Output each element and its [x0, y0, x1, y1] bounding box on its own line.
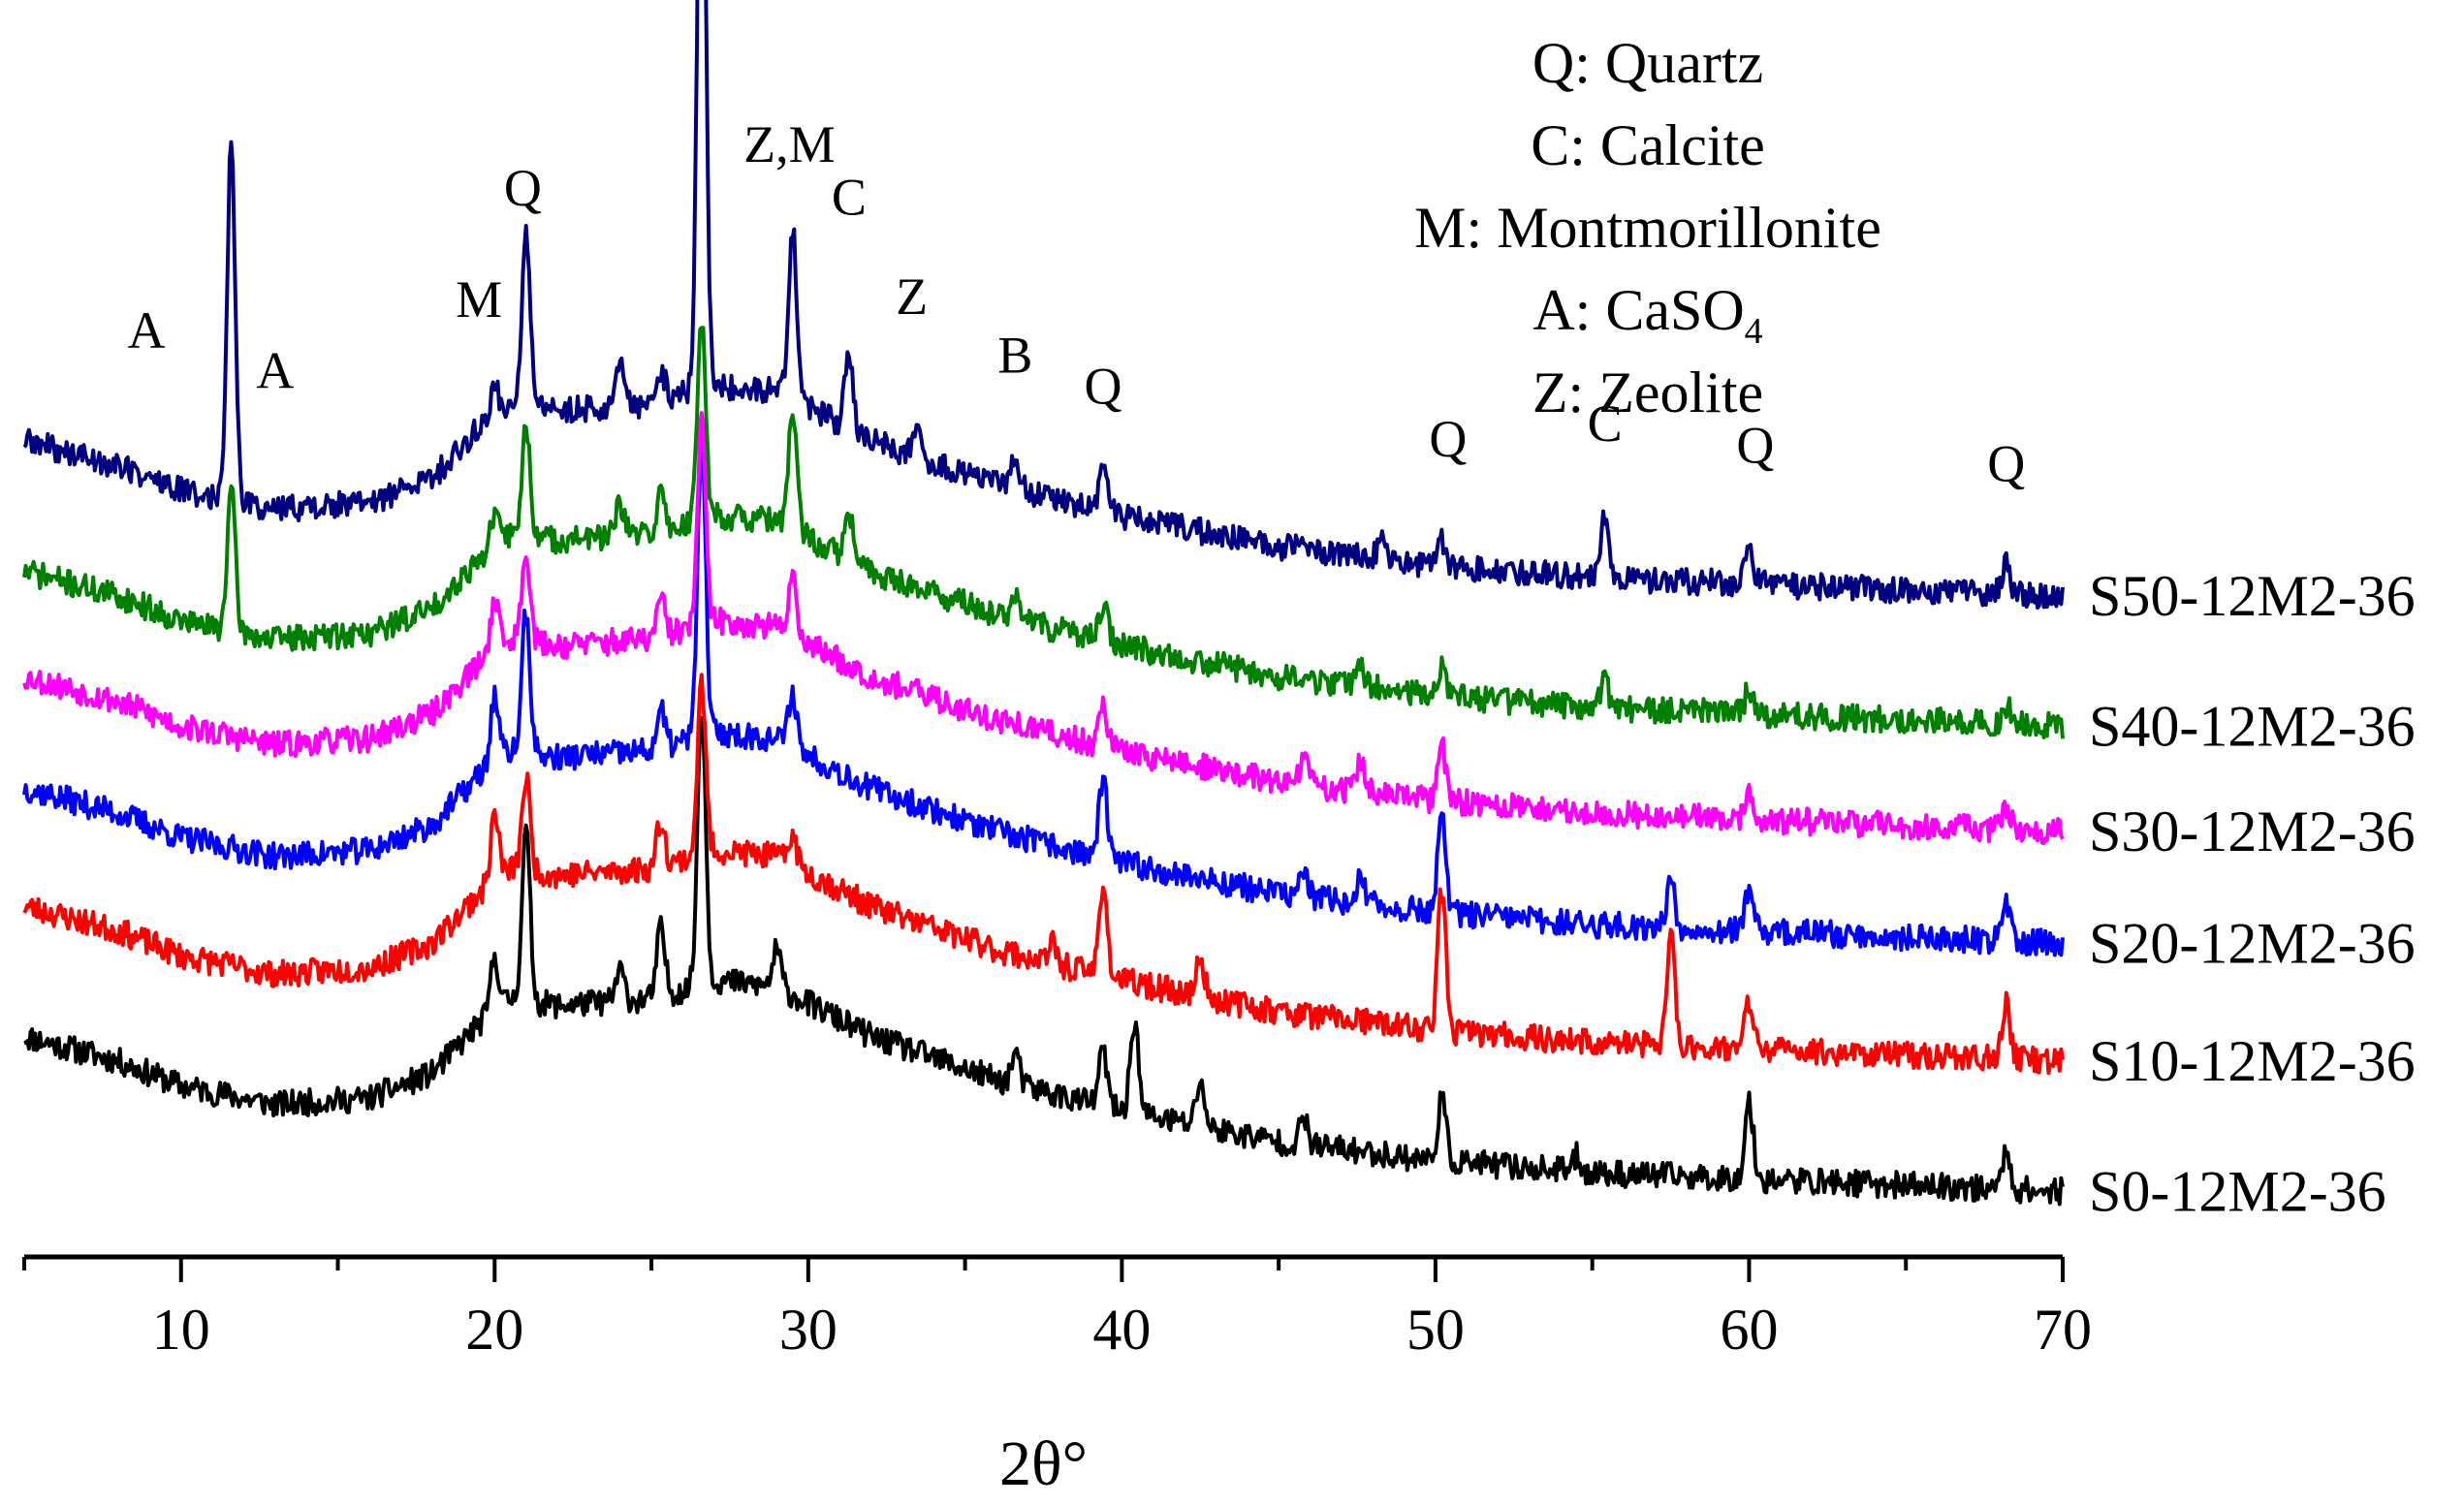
legend-spacer: [1591, 278, 1605, 342]
series-line-s50-12m2-36: [22, 0, 2065, 611]
legend-mineral-name: CaSO: [1605, 278, 1744, 342]
x-axis-ticks: 10 20 30 40 50 60 70: [22, 1257, 2092, 1362]
x-axis-title: 2θ°: [999, 1428, 1088, 1499]
series-line-s30-12m2-36: [22, 411, 2065, 845]
peak-annotation: M: [456, 270, 502, 329]
series-label: S30-12M2-36: [2089, 800, 2416, 863]
peak-annotation: Q: [1084, 358, 1121, 416]
peak-annotation: Q: [1736, 416, 1774, 474]
x-tick-label: 10: [152, 1298, 210, 1362]
series-line-s0-12m2-36: [23, 715, 2065, 1207]
legend-spacer: [1586, 113, 1600, 177]
x-tick-label: 70: [2034, 1298, 2092, 1362]
series-label-layer: S0-12M2-36 S10-12M2-36 S20-12M2-36 S30-12M2…: [2089, 564, 2416, 1223]
series-label: S10-12M2-36: [2089, 1029, 2416, 1093]
series-label: S20-12M2-36: [2089, 911, 2416, 975]
legend-symbol: C:: [1531, 113, 1586, 177]
x-tick-label: 60: [1720, 1298, 1778, 1362]
series-label: S50-12M2-36: [2089, 564, 2416, 628]
legend-symbol: Q:: [1532, 31, 1591, 95]
legend-symbol: Z:: [1532, 361, 1584, 424]
peak-annotation: A: [128, 301, 166, 360]
series-line-s40-12m2-36: [22, 326, 2065, 739]
x-tick-label: 30: [779, 1298, 837, 1362]
x-axis: 10 20 30 40 50 60 70 2θ°: [22, 1254, 2092, 1499]
legend-symbol: A:: [1532, 278, 1591, 342]
x-tick-label: 50: [1406, 1298, 1465, 1362]
series-line-s20-12m2-36: [22, 431, 2065, 957]
legend-mineral-name: Calcite: [1600, 113, 1765, 177]
legend-entry: Z: Zeolite: [1532, 361, 1763, 424]
series-label: S40-12M2-36: [2089, 694, 2416, 758]
legend-symbol: M:: [1414, 196, 1482, 260]
peak-annotation: Z,M: [743, 115, 836, 173]
legend-mineral-name: Quartz: [1605, 31, 1763, 95]
peak-annotation: B: [997, 327, 1032, 385]
peak-annotation: Z: [896, 267, 928, 326]
legend-entry: M: Montmorillonite: [1414, 196, 1881, 260]
legend-entry: Q: Quartz: [1532, 31, 1763, 95]
series-line-s10-12m2-36: [22, 673, 2065, 1076]
legend-spacer: [1591, 31, 1605, 95]
legend-subscript: 4: [1745, 311, 1763, 352]
peak-annotation: C: [832, 168, 867, 226]
legend: Q: Quartz C: Calcite M: Montmorillonite A: …: [1414, 31, 1881, 424]
peak-annotation: Q: [504, 159, 542, 217]
x-tick-label: 40: [1092, 1298, 1151, 1362]
peak-annotation: Q: [1429, 410, 1467, 468]
legend-entry: C: Calcite: [1531, 113, 1765, 177]
peak-annotation: C: [1588, 394, 1623, 453]
series-layer: [22, 0, 2065, 1207]
peak-annotation: Q: [1987, 435, 2025, 493]
legend-entry: A: CaSO4: [1532, 278, 1762, 352]
legend-mineral-name: Zeolite: [1598, 361, 1763, 424]
series-label: S0-12M2-36: [2089, 1159, 2386, 1223]
legend-spacer: [1482, 196, 1497, 260]
peak-annotation: A: [256, 342, 294, 400]
legend-mineral-name: Montmorillonite: [1497, 196, 1881, 260]
x-tick-label: 20: [465, 1298, 523, 1362]
legend-spacer: [1584, 361, 1598, 424]
